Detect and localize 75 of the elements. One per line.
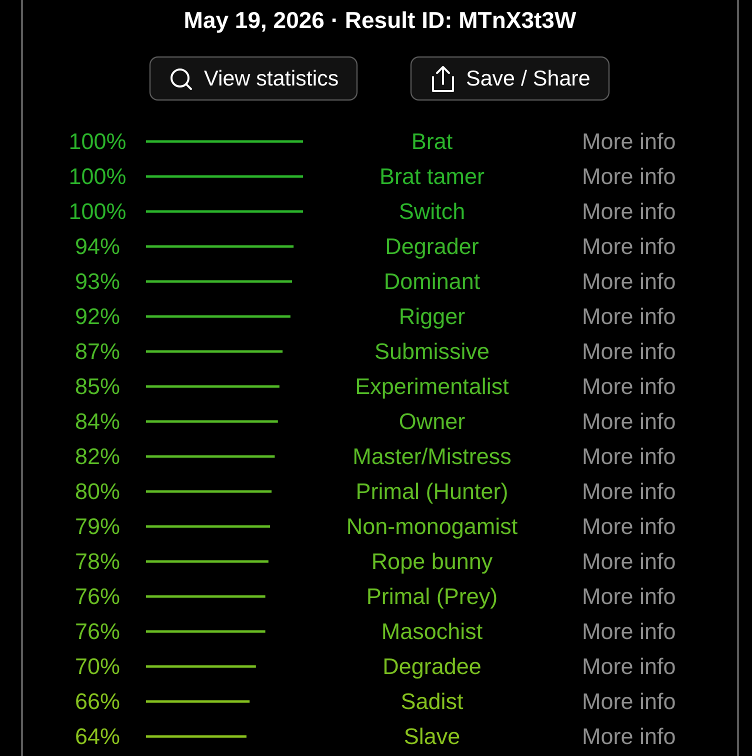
data-label: 78% xyxy=(74,549,120,574)
bar xyxy=(146,210,303,213)
y-tick-label: Degradee xyxy=(382,654,482,679)
text: More info xyxy=(582,444,676,469)
text: More info xyxy=(582,619,676,644)
text: More info xyxy=(582,409,676,434)
bar xyxy=(146,175,303,178)
data-label: 100% xyxy=(68,164,126,189)
text: More info xyxy=(582,654,676,679)
data-label: 82% xyxy=(74,444,120,469)
bar xyxy=(146,420,278,423)
bar xyxy=(146,140,303,143)
data-label: 93% xyxy=(74,269,120,294)
y-tick-label: Rope bunny xyxy=(371,549,494,574)
text: More info xyxy=(582,479,676,504)
bar xyxy=(146,700,250,703)
bar xyxy=(146,245,294,248)
y-tick-label: Degrader xyxy=(385,234,480,259)
data-label: 64% xyxy=(74,724,120,749)
data-label: 84% xyxy=(74,409,120,434)
y-tick-label: Masochist xyxy=(381,619,484,644)
text: More info xyxy=(582,514,676,539)
text: More info xyxy=(582,304,676,329)
bar xyxy=(146,735,246,738)
bar xyxy=(146,525,270,528)
text: More info xyxy=(582,724,676,749)
bar xyxy=(146,595,266,598)
text: View statistics xyxy=(204,66,339,90)
y-tick-label: Experimentalist xyxy=(355,374,510,399)
text: More info xyxy=(582,374,676,399)
data-label: 70% xyxy=(74,654,120,679)
data-label: 100% xyxy=(68,129,126,154)
y-tick-label: Master/Mistress xyxy=(352,444,512,469)
y-tick-label: Switch xyxy=(398,199,466,224)
y-tick-label: Submissive xyxy=(374,339,490,364)
text: More info xyxy=(582,339,676,364)
y-tick-label: Sadist xyxy=(400,689,464,714)
data-label: 80% xyxy=(74,479,120,504)
y-tick-label: Rigger xyxy=(398,304,466,329)
text: More info xyxy=(582,164,676,189)
text: Save / Share xyxy=(466,66,590,90)
bar xyxy=(146,350,283,353)
text: More info xyxy=(582,129,676,154)
text: More info xyxy=(582,269,676,294)
y-tick-label: Primal (Prey) xyxy=(366,584,498,609)
data-label: 87% xyxy=(74,339,120,364)
bar xyxy=(146,315,290,318)
data-label: 92% xyxy=(74,304,120,329)
text: More info xyxy=(582,689,676,714)
bar xyxy=(146,385,280,388)
data-label: 66% xyxy=(74,689,120,714)
data-label: 100% xyxy=(68,199,126,224)
y-tick-label: Brat xyxy=(411,129,454,154)
y-tick-label: Dominant xyxy=(384,269,481,294)
text: More info xyxy=(582,584,676,609)
y-tick-label: Slave xyxy=(404,724,460,749)
data-label: 85% xyxy=(74,374,120,399)
bar xyxy=(146,490,272,493)
text: More info xyxy=(582,549,676,574)
text: May 19, 2026 · Result ID: MTnX3t3W xyxy=(184,7,576,33)
bar xyxy=(146,630,266,633)
bar xyxy=(146,280,292,283)
bar xyxy=(146,455,275,458)
y-tick-label: Primal (Hunter) xyxy=(356,479,508,504)
text: More info xyxy=(582,199,676,224)
data-label: 76% xyxy=(74,619,120,644)
y-tick-label: Owner xyxy=(398,409,466,434)
text: More info xyxy=(582,234,676,259)
data-label: 79% xyxy=(74,514,120,539)
bar xyxy=(146,665,256,668)
y-tick-label: Brat tamer xyxy=(379,164,486,189)
data-label: 94% xyxy=(74,234,120,259)
y-tick-label: Non-monogamist xyxy=(346,514,518,539)
bar xyxy=(146,560,268,563)
data-label: 76% xyxy=(74,584,120,609)
